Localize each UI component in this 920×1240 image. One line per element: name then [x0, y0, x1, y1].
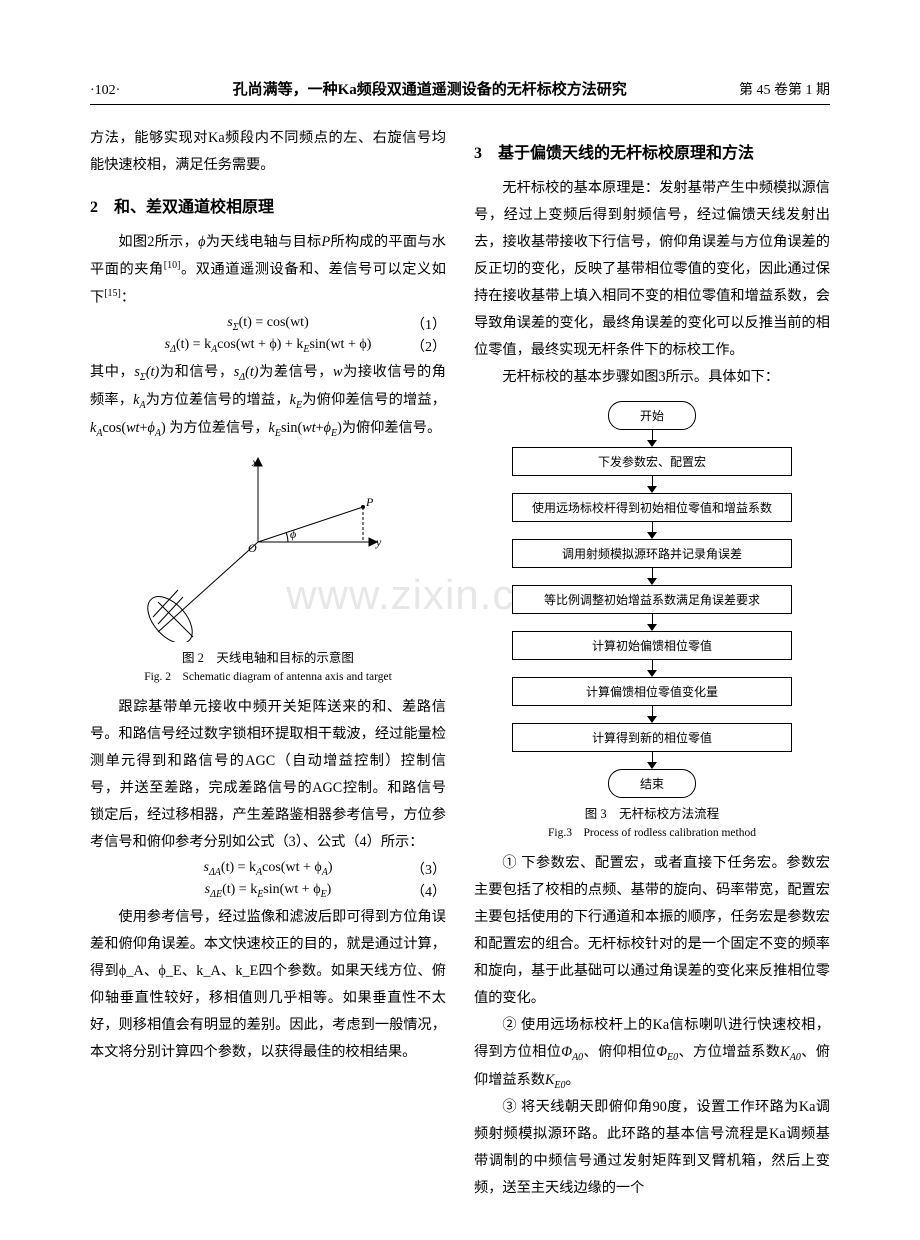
equation-1: sΣ(t) = cos(wt) （1）: [90, 315, 446, 333]
header-title: 孔尚满等，一种Ka频段双通道遥测设备的无杆标校方法研究: [233, 78, 627, 99]
text: 如图2所示，: [118, 234, 198, 250]
svg-text:ϕ: ϕ: [290, 527, 296, 541]
eq-num-3: （3）: [411, 859, 446, 879]
figure-2-svg: x y O P ϕ: [138, 452, 398, 642]
fc-start: 开始: [608, 401, 696, 430]
para-fig2-intro: 如图2所示，ϕ为天线电轴与目标P所构成的平面与水平面的夹角[10]。双通道遥测设…: [90, 229, 446, 311]
right-column: 3 基于偏馈天线的无杆标校原理和方法 无杆标校的基本原理是：发射基带产生中频模拟…: [474, 125, 830, 1202]
para-tracking: 跟踪基带单元接收中频开关矩阵送来的和、差路信号。和路信号经过数字锁相环提取相干载…: [90, 694, 446, 856]
svg-text:P: P: [365, 495, 374, 509]
text: 为天线电轴与目标: [205, 234, 321, 250]
fc-step-4: 等比例调整初始增益系数满足角误差要求: [512, 585, 792, 614]
eq-num-4: （4）: [411, 881, 446, 901]
para-method: 方法，能够实现对Ka频段内不同频点的左、右旋信号均能快速校相，满足任务需要。: [90, 125, 446, 179]
left-column: 方法，能够实现对Ka频段内不同频点的左、右旋信号均能快速校相，满足任务需要。 2…: [90, 125, 446, 1202]
eq-num-1: （1）: [411, 314, 446, 334]
para-ref-signal: 使用参考信号，经过监像和滤波后即可得到方位角误差和俯仰角误差。本文快速校正的目的…: [90, 904, 446, 1066]
fig3-caption-cn: 图 3 无杆标校方法流程: [474, 804, 830, 824]
fc-end: 结束: [608, 769, 696, 798]
svg-text:y: y: [375, 535, 382, 549]
two-column-layout: 方法，能够实现对Ka频段内不同频点的左、右旋信号均能快速校相，满足任务需要。 2…: [90, 125, 830, 1202]
fc-step-7: 计算得到新的相位零值: [512, 723, 792, 752]
para-steps-intro: 无杆标校的基本步骤如图3所示。具体如下：: [474, 364, 830, 391]
equation-4: sΔE(t) = kEsin(wt + ϕE) （4）: [90, 882, 446, 900]
para-step2: ② 使用远场标校杆上的Ka信标喇叭进行快速校相，得到方位相位ΦA0、俯仰相位ΦE…: [474, 1012, 830, 1095]
para-eq-explain: 其中，sΣ(t)为和信号，sΔ(t)为差信号，w为接收信号的角频率，kA为方位差…: [90, 359, 446, 442]
fc-step-6: 计算偏馈相位零值变化量: [512, 677, 792, 706]
eq-num-2: （2）: [411, 336, 446, 356]
fc-step-3: 调用射频模拟源环路并记录角误差: [512, 539, 792, 568]
fig3-caption-en: Fig.3 Process of rodless calibration met…: [474, 824, 830, 840]
fc-step-5: 计算初始偏馈相位零值: [512, 631, 792, 660]
text: ：: [121, 289, 135, 305]
fc-step-1: 下发参数宏、配置宏: [512, 447, 792, 476]
header-volume: 第 45 卷第 1 期: [739, 79, 830, 99]
cite-15: [15]: [104, 288, 121, 299]
svg-text:x: x: [251, 455, 258, 469]
page-header: ·102· 孔尚满等，一种Ka频段双通道遥测设备的无杆标校方法研究 第 45 卷…: [90, 78, 830, 105]
svg-text:O: O: [248, 541, 257, 555]
para-principle: 无杆标校的基本原理是：发射基带产生中频模拟源信号，经过上变频后得到射频信号，经过…: [474, 175, 830, 364]
cite-10: [10]: [164, 260, 181, 271]
fc-step-2: 使用远场标校杆得到初始相位零值和增益系数: [512, 493, 792, 522]
fig2-caption-en: Fig. 2 Schematic diagram of antenna axis…: [90, 668, 446, 684]
section-2-heading: 2 和、差双通道校相原理: [90, 193, 446, 217]
para-step3: ③ 将天线朝天即俯仰角90度，设置工作环路为Ka调频射频模拟源环路。此环路的基本…: [474, 1094, 830, 1202]
para-step1: ① 下参数宏、配置宏，或者直接下任务宏。参数宏主要包括了校相的点频、基带的旋向、…: [474, 850, 830, 1012]
figure-3-flowchart: 开始 下发参数宏、配置宏 使用远场标校杆得到初始相位零值和增益系数 调用射频模拟…: [502, 401, 802, 798]
equation-2: sΔ(t) = kAcos(wt + ϕ) + kEsin(wt + ϕ) （2…: [90, 337, 446, 355]
equation-3: sΔA(t) = kAcos(wt + ϕA) （3）: [90, 860, 446, 878]
section-3-heading: 3 基于偏馈天线的无杆标校原理和方法: [474, 139, 830, 163]
fig2-caption-cn: 图 2 天线电轴和目标的示意图: [90, 648, 446, 668]
page-number: ·102·: [90, 83, 120, 99]
